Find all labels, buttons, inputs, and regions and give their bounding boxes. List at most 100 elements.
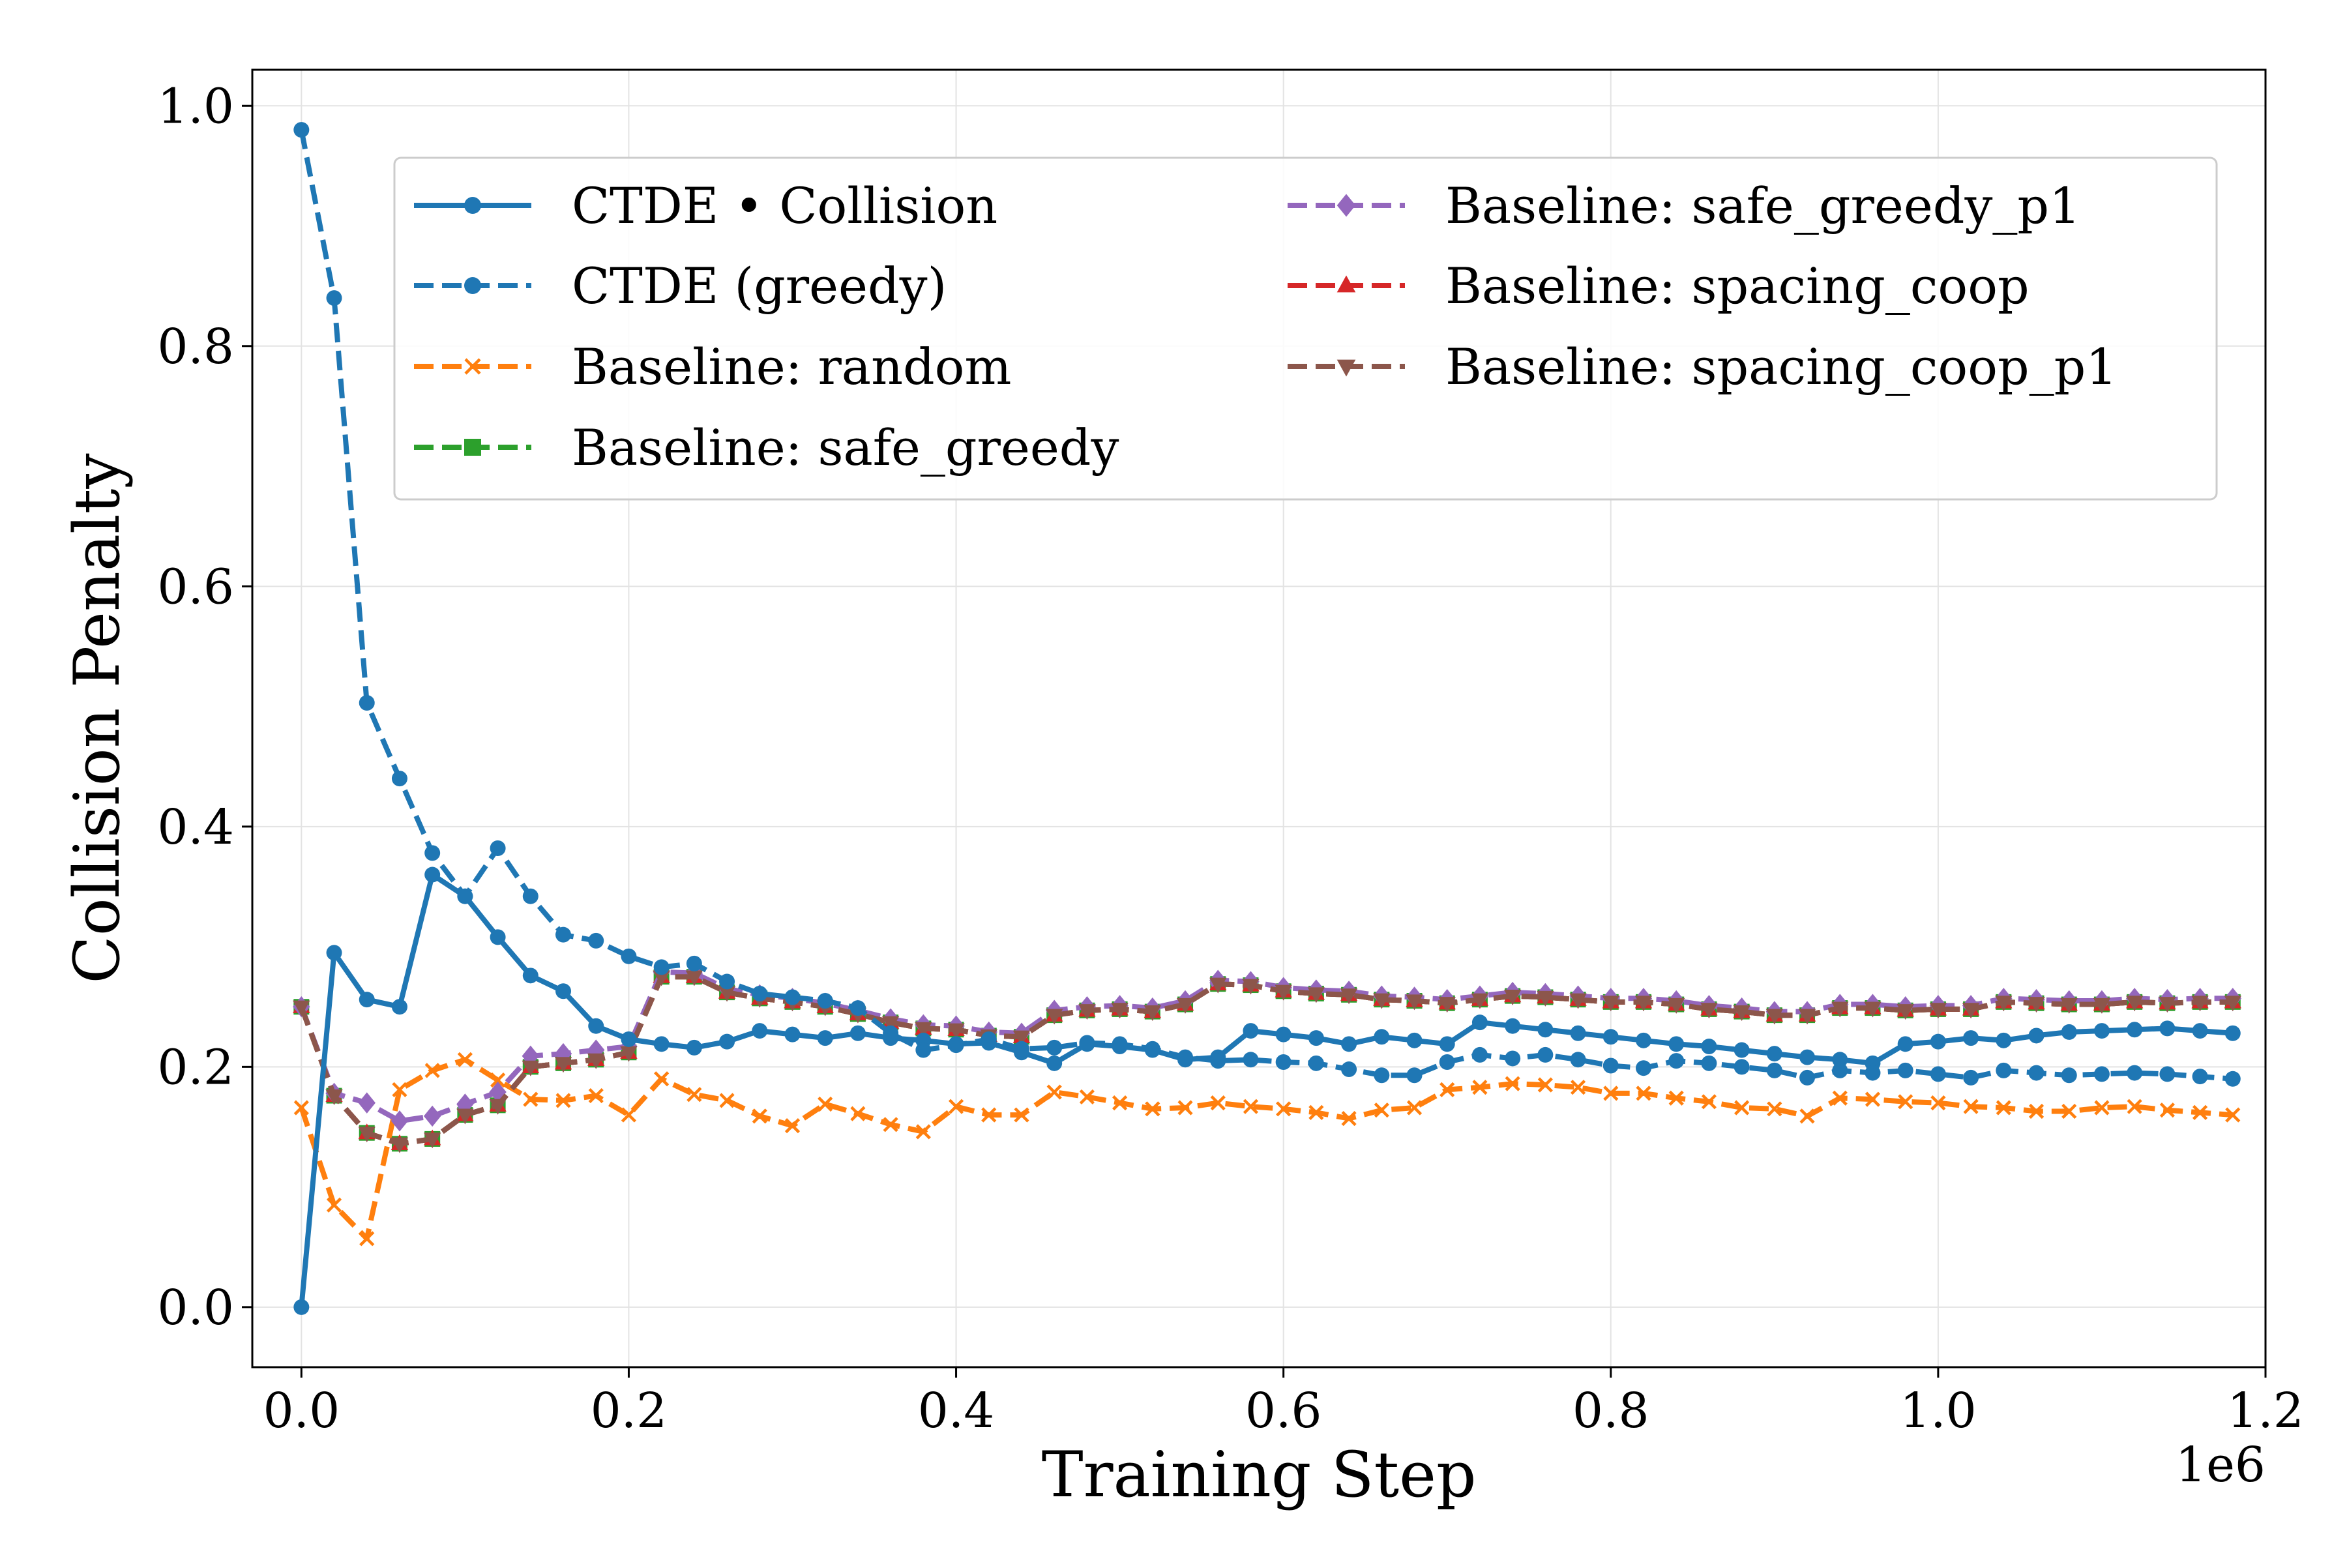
data-point bbox=[555, 926, 572, 943]
data-point bbox=[2225, 1107, 2241, 1123]
data-point bbox=[359, 992, 375, 1008]
legend-label: Baseline: safe_greedy_p1 bbox=[1445, 177, 2080, 235]
data-point bbox=[1668, 1036, 1685, 1052]
legend-item-baseline-random[interactable]: Baseline: random bbox=[414, 338, 1012, 396]
data-point bbox=[1374, 1102, 1389, 1118]
legend-item-baseline-spacing-coop-p1[interactable]: Baseline: spacing_coop_p1 bbox=[1288, 338, 2118, 396]
data-point bbox=[457, 888, 473, 904]
data-point bbox=[1374, 1067, 1390, 1084]
data-point bbox=[784, 989, 801, 1005]
data-point bbox=[1210, 1053, 1226, 1069]
data-point bbox=[686, 1039, 702, 1056]
data-point bbox=[1996, 1032, 2012, 1048]
data-point bbox=[2093, 1023, 2110, 1039]
data-point bbox=[1078, 1004, 1096, 1020]
data-point bbox=[1930, 1066, 1946, 1082]
y-tick-label: 0.6 bbox=[157, 559, 234, 615]
series-baseline-random bbox=[293, 1052, 2241, 1247]
data-point bbox=[423, 1105, 441, 1127]
y-tick-label: 0.4 bbox=[157, 799, 234, 855]
data-point bbox=[1799, 1108, 1815, 1124]
data-point bbox=[522, 968, 539, 984]
data-point bbox=[1667, 998, 1685, 1014]
data-point bbox=[1307, 987, 1325, 1003]
x-tick-label: 0.8 bbox=[1572, 1383, 1649, 1439]
legend-item-ctde-greedy[interactable]: CTDE (greedy) bbox=[414, 257, 947, 315]
data-point bbox=[1112, 1095, 1128, 1111]
y-tick-label: 0.0 bbox=[157, 1280, 234, 1336]
data-point bbox=[1439, 1082, 1455, 1097]
data-point bbox=[947, 1023, 965, 1039]
data-point bbox=[588, 1018, 604, 1034]
data-point bbox=[1308, 1104, 1324, 1120]
data-point bbox=[1962, 1003, 1980, 1019]
data-point bbox=[653, 959, 670, 975]
y-tick-label: 0.2 bbox=[157, 1039, 234, 1095]
legend-item-baseline-safe-greedy[interactable]: Baseline: safe_greedy bbox=[414, 419, 1119, 477]
data-point bbox=[2127, 1099, 2142, 1114]
data-point bbox=[620, 1046, 638, 1062]
data-point bbox=[587, 1039, 605, 1061]
legend-marker bbox=[1336, 194, 1356, 217]
data-point bbox=[621, 1107, 637, 1123]
data-point bbox=[1668, 1053, 1685, 1069]
data-point bbox=[1865, 1091, 1881, 1107]
data-point bbox=[1767, 1101, 1782, 1117]
data-point bbox=[1537, 1046, 1554, 1063]
data-point bbox=[1734, 1042, 1750, 1058]
data-point bbox=[849, 1000, 866, 1016]
data-point bbox=[1341, 1110, 1357, 1127]
data-point bbox=[1406, 1067, 1423, 1084]
legend[interactable]: CTDE • Collision CTDE (greedy) Baseline: r… bbox=[393, 156, 2218, 501]
data-point bbox=[588, 1087, 604, 1104]
data-point bbox=[752, 1108, 767, 1124]
data-point bbox=[1374, 1029, 1390, 1045]
data-point bbox=[1045, 1009, 1063, 1025]
data-point bbox=[621, 948, 637, 964]
data-point bbox=[1668, 1090, 1684, 1106]
legend-label: CTDE (greedy) bbox=[572, 257, 947, 315]
x-tick-label: 1.2 bbox=[2227, 1383, 2304, 1439]
data-point bbox=[1864, 1001, 1882, 1018]
data-point bbox=[1570, 1080, 1586, 1095]
data-point bbox=[1897, 1062, 1913, 1078]
data-point bbox=[981, 1031, 997, 1047]
y-tick-label: 0.8 bbox=[157, 319, 234, 375]
data-point bbox=[1406, 994, 1423, 1011]
data-point bbox=[1079, 1035, 1095, 1051]
data-point bbox=[1537, 1077, 1553, 1093]
data-point bbox=[2192, 1069, 2208, 1085]
data-point bbox=[1243, 1052, 1259, 1068]
data-point bbox=[2192, 1104, 2208, 1120]
series-line-baseline-random bbox=[299, 1057, 2234, 1241]
data-point bbox=[1439, 1054, 1455, 1070]
data-point bbox=[293, 122, 310, 138]
data-point bbox=[2159, 1102, 2175, 1118]
data-point bbox=[2224, 996, 2241, 1012]
data-point bbox=[1144, 1005, 1162, 1021]
legend-marker bbox=[464, 439, 481, 456]
data-point bbox=[1996, 1062, 2012, 1078]
data-point bbox=[784, 1026, 801, 1043]
data-point bbox=[1275, 1026, 1292, 1043]
data-point bbox=[490, 840, 506, 856]
legend-label: Baseline: safe_greedy bbox=[572, 419, 1119, 477]
data-point bbox=[1537, 1022, 1554, 1038]
data-point bbox=[718, 986, 736, 1002]
data-point bbox=[2028, 1065, 2044, 1081]
data-point bbox=[1046, 1055, 1063, 1071]
data-point bbox=[2224, 1071, 2241, 1087]
legend-item-baseline-spacing-coop[interactable]: Baseline: spacing_coop bbox=[1288, 257, 2030, 315]
data-point bbox=[423, 1132, 441, 1149]
legend-marker bbox=[464, 197, 481, 214]
legend-item-ctde-collision[interactable]: CTDE • Collision bbox=[414, 177, 997, 235]
data-point bbox=[2028, 1028, 2044, 1044]
data-point bbox=[2061, 1103, 2077, 1119]
data-point bbox=[1832, 1090, 1848, 1106]
legend-marker bbox=[1336, 359, 1356, 377]
data-point bbox=[1832, 1062, 1848, 1078]
data-point bbox=[2192, 1023, 2208, 1039]
legend-item-baseline-safe-greedy-p1[interactable]: Baseline: safe_greedy_p1 bbox=[1288, 177, 2080, 235]
data-point bbox=[1505, 1076, 1520, 1091]
